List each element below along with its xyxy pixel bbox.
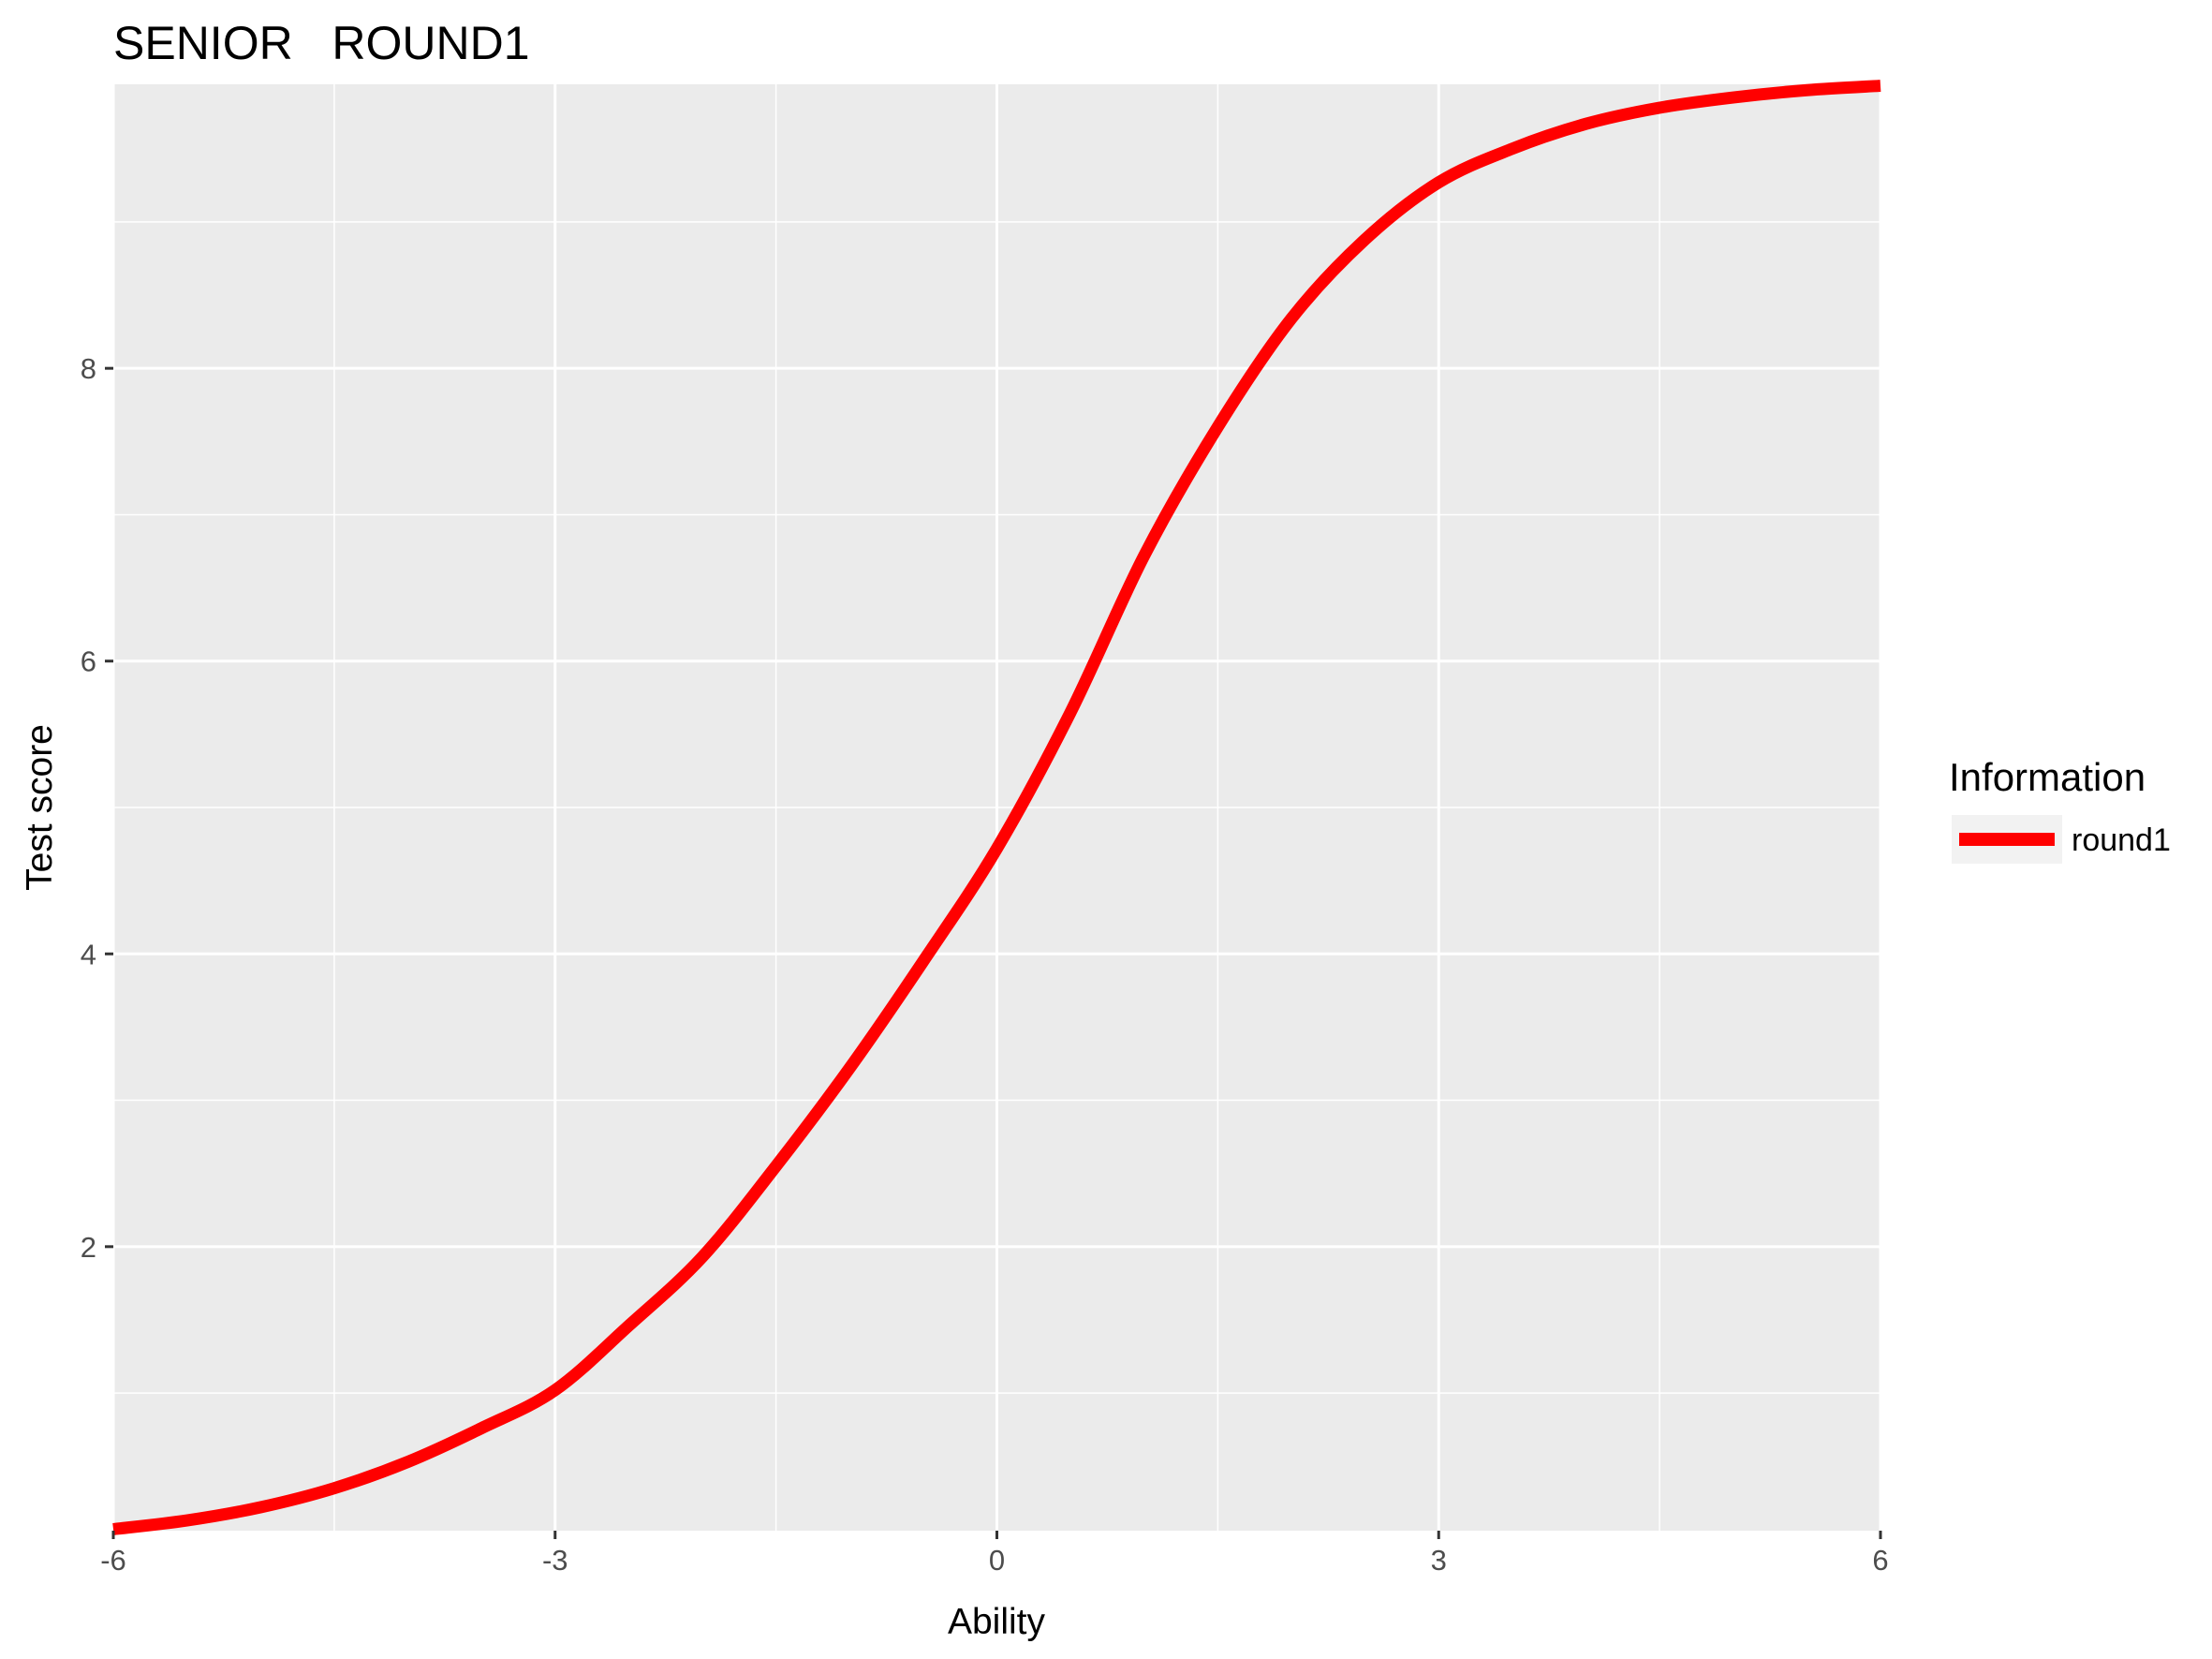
y-axis-title: Test score <box>20 724 60 891</box>
legend: Information round1 <box>1949 755 2171 864</box>
legend-label-round1: round1 <box>2072 822 2171 858</box>
chart-title: SENIOR ROUND1 <box>113 17 530 69</box>
x-tick-label: 3 <box>1431 1544 1447 1577</box>
x-tick-label: 0 <box>989 1544 1005 1577</box>
x-axis-title: Ability <box>948 1602 1046 1642</box>
series-line-round1 <box>112 80 1881 1535</box>
x-tick-label: -3 <box>542 1544 568 1577</box>
y-tick-label: 2 <box>81 1231 96 1264</box>
series-layer <box>112 80 1881 1535</box>
x-tick-label: 6 <box>1872 1544 1888 1577</box>
axes: -6 -3 0 3 6 2 4 6 8 <box>81 352 1889 1577</box>
grid <box>111 84 1882 1531</box>
legend-title: Information <box>1949 755 2146 799</box>
y-tick-label: 6 <box>81 645 96 678</box>
y-tick-label: 4 <box>81 938 96 970</box>
x-tick-label: -6 <box>100 1544 126 1577</box>
y-tick-label: 8 <box>81 352 96 385</box>
